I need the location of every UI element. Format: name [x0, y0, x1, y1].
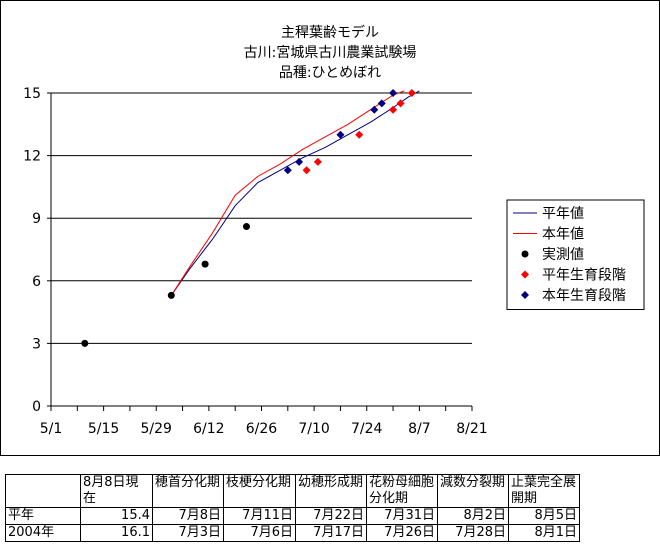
data-point: [336, 130, 345, 139]
data-point: [377, 99, 386, 108]
table-cell: 8月5日: [508, 507, 580, 525]
data-point: [201, 260, 209, 268]
data-point: [167, 291, 175, 299]
table-cell: 7月31日: [366, 507, 438, 525]
table-cell: 16.1: [80, 524, 153, 542]
legend-swatch: [521, 270, 529, 279]
table-cell: 15.4: [80, 507, 153, 525]
chart-title-line-1: 主稈葉齢モデル: [281, 24, 379, 41]
table-cell: 7月28日: [437, 524, 509, 542]
x-tick-label: 7/10: [298, 421, 329, 437]
table-header-cell: 枝梗分化期: [223, 474, 296, 508]
legend-entry: 平年生育段階: [542, 268, 626, 284]
x-tick-label: 5/1: [40, 421, 63, 437]
table-header-cell: 8月8日現在: [80, 474, 153, 508]
legend-swatch: [521, 291, 529, 299]
data-point: [355, 130, 364, 139]
x-tick-label: 7/24: [351, 421, 383, 437]
data-point: [407, 89, 416, 97]
legend-entry: 実測値: [542, 247, 584, 263]
table-header-cell: 幼穂形成期: [295, 474, 367, 508]
data-point: [396, 99, 405, 108]
x-tick-label: 8/7: [408, 421, 431, 437]
table-header-cell: [5, 474, 81, 508]
x-tick-label: 8/21: [456, 421, 487, 437]
table-header-cell: 止葉完全展開期: [508, 474, 580, 508]
table-cell: 7月11日: [223, 507, 296, 525]
table-header-cell: 穂首分化期: [152, 474, 224, 508]
y-tick-label: 15: [23, 86, 41, 102]
legend-box: [506, 199, 645, 310]
y-tick-label: 6: [32, 274, 41, 290]
table-cell: 8月2日: [437, 507, 509, 525]
data-point: [302, 166, 311, 175]
data-point: [370, 105, 379, 114]
table-row-label: 2004年: [5, 524, 81, 542]
y-tick-label: 0: [32, 399, 41, 415]
data-point: [283, 166, 292, 175]
legend-entry: 本年値: [542, 227, 584, 243]
table-cell: 8月1日: [508, 524, 580, 542]
table-cell: 7月26日: [366, 524, 438, 542]
table-cell: 7月22日: [295, 507, 367, 525]
y-tick-label: 3: [32, 336, 41, 352]
legend-swatch: [521, 250, 529, 258]
plot-area: 0 3 6 9 12 15 5/1 5/15 5/29 6/12 6/26 7/10 7/24 8/7 8/…: [23, 86, 488, 437]
chart-title-line-2: 古川:宮城県古川農業試験場: [244, 45, 417, 61]
data-point: [81, 339, 89, 347]
y-tick-label: 12: [23, 149, 41, 165]
data-point: [313, 157, 322, 166]
x-tick-label: 5/15: [88, 421, 119, 437]
data-point: [389, 105, 398, 114]
legend-entry: 平年値: [542, 206, 584, 222]
data-point: [389, 89, 398, 97]
table-row: 平年 15.4 7月8日 7月11日 7月22日 7月31日 8月2日 8月5日: [5, 507, 580, 525]
table-cell: 7月17日: [295, 524, 367, 542]
table-row-label: 平年: [5, 507, 81, 525]
chart-frame: 主稈葉齢モデル 古川:宮城県古川農業試験場 品種:ひとめぼれ 0 3 6 9 12 15 5…: [0, 0, 660, 456]
table-header-cell: 花粉母細胞分化期: [366, 474, 438, 508]
growth-stage-table: 8月8日現在 穂首分化期 枝梗分化期 幼穂形成期 花粉母細胞分化期 減数分裂期 …: [5, 474, 580, 542]
table-cell: 7月3日: [152, 524, 224, 542]
table-cell: 7月8日: [152, 507, 224, 525]
legend-entry: 本年生育段階: [542, 288, 626, 304]
table-header-row: 8月8日現在 穂首分化期 枝梗分化期 幼穂形成期 花粉母細胞分化期 減数分裂期 …: [5, 474, 580, 508]
leaf-age-chart: 主稈葉齢モデル 古川:宮城県古川農業試験場 品種:ひとめぼれ 0 3 6 9 12 15 5…: [23, 24, 645, 437]
x-tick-label: 6/12: [193, 421, 224, 437]
table-cell: 7月6日: [223, 524, 296, 542]
data-point: [295, 157, 304, 166]
y-tick-label: 9: [32, 211, 41, 227]
data-point: [242, 223, 250, 231]
chart-title-line-3: 品種:ひとめぼれ: [279, 65, 381, 81]
table-header-cell: 減数分裂期: [437, 474, 509, 508]
x-tick-label: 6/26: [246, 421, 278, 437]
chart-title: 主稈葉齢モデル 古川:宮城県古川農業試験場 品種:ひとめぼれ: [244, 24, 417, 81]
x-tick-label: 5/29: [141, 421, 172, 437]
table-row: 2004年 16.1 7月3日 7月6日 7月17日 7月26日 7月28日 8…: [5, 524, 580, 542]
